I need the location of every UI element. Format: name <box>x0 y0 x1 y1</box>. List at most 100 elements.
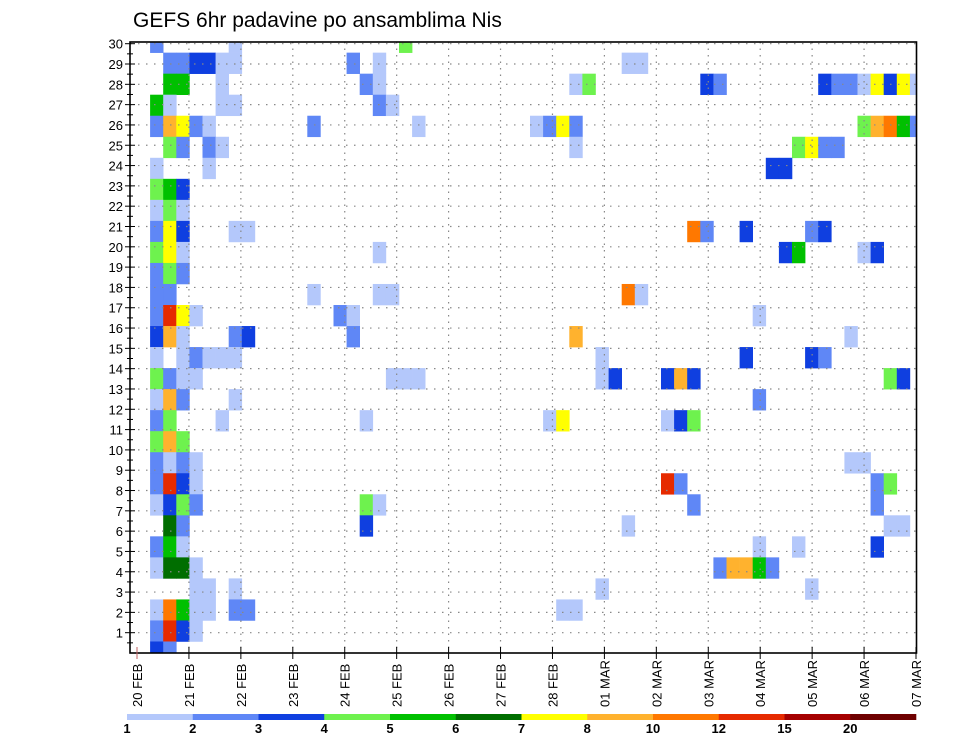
heatmap-cell <box>176 178 190 201</box>
heatmap-cell <box>621 515 636 537</box>
heatmap-cell <box>792 536 806 558</box>
heatmap-cell <box>805 347 819 369</box>
heatmap-cell <box>372 241 387 264</box>
y-tick-label: 9 <box>116 463 123 478</box>
heatmap-cell <box>163 178 177 201</box>
y-tick-label: 21 <box>109 219 123 234</box>
heatmap-cell <box>150 283 164 306</box>
heatmap-cell <box>150 199 164 222</box>
heatmap-cell <box>359 73 374 96</box>
heatmap-cell <box>189 557 203 579</box>
y-tick-label: 7 <box>116 504 123 519</box>
heatmap-cell <box>189 52 203 74</box>
heatmap-cell <box>359 494 374 516</box>
y-tick-label: 24 <box>109 159 123 174</box>
colorbar-swatch <box>653 714 720 720</box>
heatmap-cell <box>385 283 400 306</box>
colorbar-label: 10 <box>646 721 660 736</box>
heatmap-cell <box>163 115 177 138</box>
heatmap-cell <box>163 305 177 327</box>
heatmap-cell <box>883 473 898 495</box>
x-axis: 20 FEB 21 FEB 22 FEB 23 FEB 24 FEB 25 FEB 26 F… <box>130 647 924 707</box>
heatmap-cell <box>896 368 911 390</box>
heatmap-cell <box>857 241 871 264</box>
x-tick-label: 06 MAR <box>857 660 872 707</box>
heatmap-cell <box>792 241 806 264</box>
heatmap-cell <box>176 326 190 348</box>
heatmap-cell <box>163 73 177 96</box>
heatmap-cell <box>661 368 675 390</box>
heatmap-cell <box>150 368 164 390</box>
heatmap-cell <box>176 557 190 579</box>
heatmap-cell <box>752 305 767 327</box>
colorbar-legend: 1 2 3 4 5 6 7 8 10 12 15 20 <box>123 714 917 736</box>
colorbar-swatch <box>258 714 325 720</box>
heatmap-cell <box>412 115 426 138</box>
y-tick-label: 14 <box>109 362 123 377</box>
x-tick-label: 25 FEB <box>390 664 405 707</box>
heatmap-cell <box>634 283 649 306</box>
heatmap-cell <box>385 368 400 390</box>
heatmap-cell <box>883 368 898 390</box>
heatmap-cell <box>189 578 203 600</box>
heatmap-cell <box>870 73 884 96</box>
heatmap-cell <box>909 73 917 96</box>
heatmap-cell <box>176 115 190 138</box>
colorbar-swatch <box>455 714 522 720</box>
x-tick-label: 21 FEB <box>182 664 197 707</box>
heatmap-cell <box>569 599 583 621</box>
heatmap-cell <box>163 326 177 348</box>
heatmap-cell <box>739 347 753 369</box>
heatmap-cell <box>595 347 609 369</box>
colorbar-swatch <box>127 714 194 720</box>
colorbar-swatch <box>521 714 588 720</box>
heatmap-cell <box>818 136 832 159</box>
y-tick-label: 11 <box>110 423 124 438</box>
heatmap-cell <box>176 494 190 516</box>
heatmap-cell <box>752 389 767 411</box>
heatmap-cell <box>228 389 243 411</box>
heatmap-cell <box>163 241 177 264</box>
heatmap-cell <box>530 115 544 138</box>
heatmap-cell <box>176 305 190 327</box>
heatmap-cell <box>176 52 190 74</box>
y-tick-label: 26 <box>109 118 123 133</box>
x-tick-label: 24 FEB <box>338 664 353 707</box>
heatmap-cell <box>176 73 190 96</box>
heatmap-cell <box>569 326 583 348</box>
heatmap-cell <box>818 73 832 96</box>
heatmap-cell <box>608 368 622 390</box>
heatmap-cell <box>228 347 243 369</box>
heatmap-cell <box>163 52 177 74</box>
y-tick-label: 28 <box>109 77 123 92</box>
heatmap-cell <box>792 136 806 159</box>
heatmap-cell <box>163 620 177 642</box>
colorbar-label: 8 <box>584 721 591 736</box>
x-tick-label: 01 MAR <box>597 660 612 707</box>
heatmap-cell <box>163 515 177 537</box>
heatmap-cell <box>150 641 164 653</box>
heatmap-cell <box>687 368 701 390</box>
heatmap-cell <box>556 115 570 138</box>
heatmap-cell <box>176 220 190 243</box>
heatmap-cell <box>687 494 701 516</box>
heatmap-cell <box>870 115 884 138</box>
heatmap-cell <box>150 178 164 201</box>
heatmap-cell <box>857 452 871 474</box>
heatmap-cell <box>687 410 701 432</box>
heatmap-cell <box>228 94 243 117</box>
y-tick-label: 22 <box>109 199 123 214</box>
heatmap-cell <box>189 347 203 369</box>
heatmap-cell <box>163 220 177 243</box>
heatmap-cell <box>569 73 583 96</box>
heatmap-cell <box>556 410 570 432</box>
heatmap-cell <box>150 42 164 53</box>
heatmap-cell <box>176 599 190 621</box>
y-tick-label: 29 <box>109 57 123 72</box>
heatmap-cell <box>163 283 177 306</box>
heatmap-cell <box>163 431 177 453</box>
heatmap-cell <box>713 73 727 96</box>
heatmap-cell <box>241 220 256 243</box>
heatmap-cell <box>870 536 884 558</box>
heatmap-cell <box>333 305 347 327</box>
